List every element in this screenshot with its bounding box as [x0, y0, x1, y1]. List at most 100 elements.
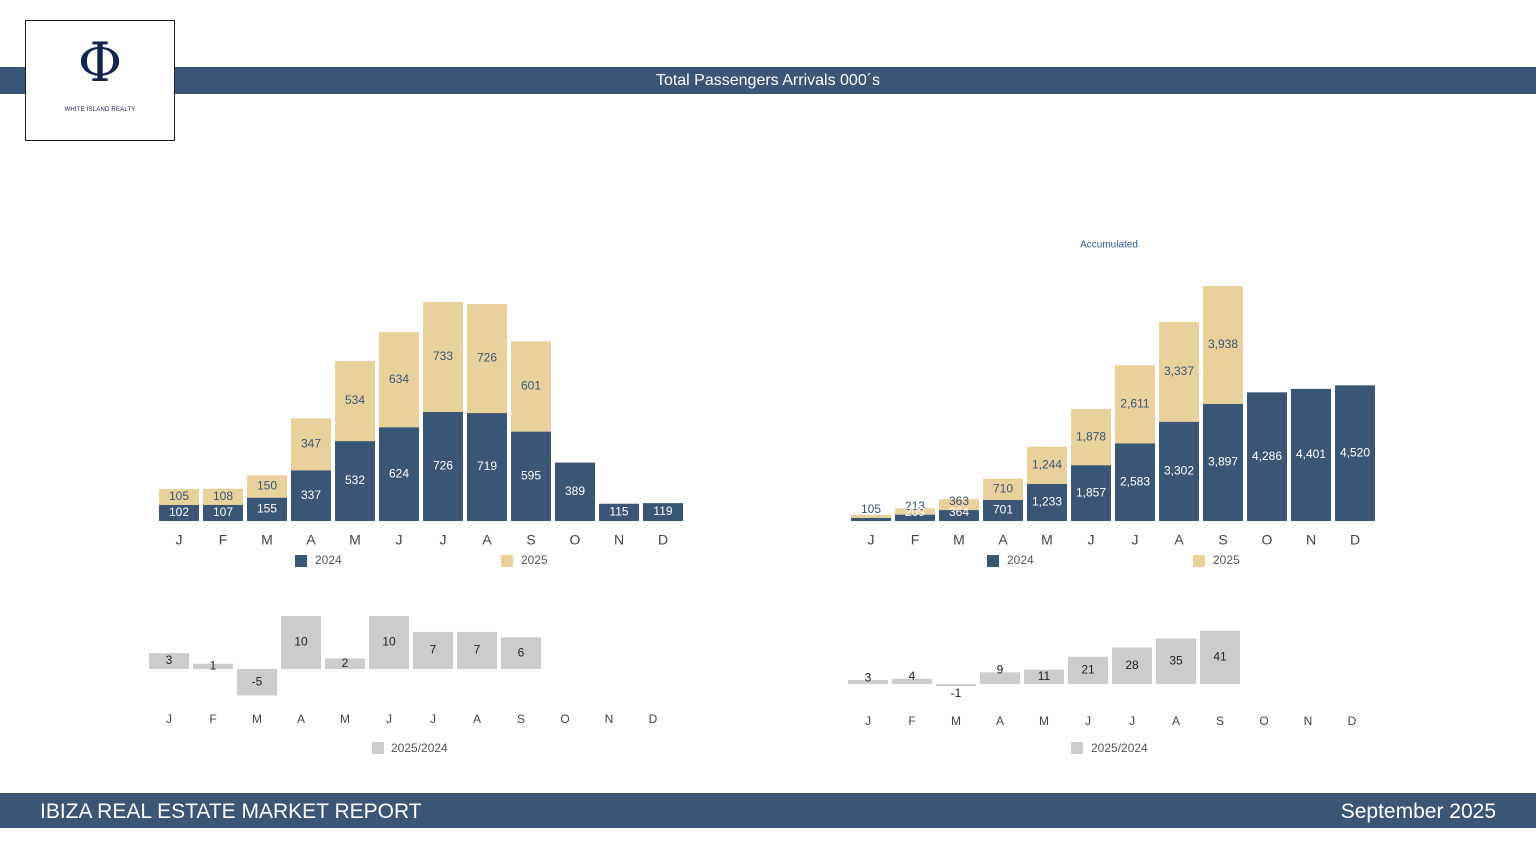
- x-tick-label: A: [297, 712, 305, 726]
- x-tick-label: J: [166, 712, 172, 726]
- chart-title-accumulated: Accumulated: [1080, 240, 1138, 251]
- bar-label-2025: 634: [389, 372, 409, 386]
- change-bar: [892, 678, 932, 684]
- bar-label-2024: 3,897: [1208, 455, 1238, 469]
- x-tick-label: D: [658, 532, 668, 548]
- bar-label-2025: 2,611: [1120, 397, 1149, 411]
- change-bar-label: 11: [1038, 669, 1051, 683]
- bar-label-2024: 719: [477, 459, 497, 473]
- bar-2024: [939, 510, 979, 521]
- change-bar-label: 3: [865, 670, 872, 684]
- change-bar: [457, 631, 497, 669]
- x-tick-label: S: [1216, 714, 1224, 728]
- legend-swatch-change: [372, 742, 384, 754]
- x-tick-label: S: [517, 712, 525, 726]
- bar-2024: [1115, 443, 1155, 521]
- x-tick-label: M: [951, 714, 961, 728]
- bar-2024: [1027, 483, 1067, 521]
- legend-label-2024: 2024: [1007, 553, 1034, 567]
- bar-label-2025: 105: [169, 489, 189, 503]
- change-bar-label: 4: [909, 669, 916, 683]
- x-tick-label: A: [1172, 714, 1180, 728]
- change-bar: [501, 637, 541, 669]
- bar-2024: [1247, 392, 1287, 521]
- change-bar: [149, 653, 189, 669]
- legend-swatch-2024: [987, 555, 999, 567]
- bar-label-2024: 102: [169, 505, 189, 519]
- bar-label-2025: 105: [861, 502, 881, 516]
- legend-swatch-change: [1071, 742, 1083, 754]
- bar-label-2024: 624: [389, 466, 409, 480]
- x-tick-label: M: [261, 532, 273, 548]
- x-tick-label: A: [473, 712, 481, 726]
- change-bar-label: 7: [430, 643, 437, 657]
- x-tick-label: J: [1088, 532, 1095, 548]
- x-tick-label: O: [560, 712, 569, 726]
- bar-label-2025: 108: [213, 489, 233, 503]
- bar-2025: [851, 514, 891, 518]
- bar-label-2024: 726: [433, 459, 453, 473]
- bar-label-2024: 364: [949, 505, 969, 519]
- bar-2024: [1159, 421, 1199, 521]
- x-tick-label: O: [570, 532, 581, 548]
- header-bar: Total Passengers Arrivals 000´s: [0, 67, 1536, 94]
- change-bar-label: -5: [252, 674, 263, 688]
- bar-2025: [203, 488, 243, 505]
- x-tick-label: M: [953, 532, 965, 548]
- bar-2024: [291, 470, 331, 521]
- bar-label-2024: 337: [301, 488, 321, 502]
- bar-label-2025: 3,337: [1164, 364, 1194, 378]
- x-tick-label: N: [1304, 714, 1313, 728]
- x-tick-label: D: [649, 712, 658, 726]
- change-bar-label: 41: [1213, 650, 1227, 664]
- bar-2024: [511, 431, 551, 521]
- bar-label-2024: 1,233: [1032, 495, 1062, 509]
- bar-2024: [159, 505, 199, 521]
- legend-label-change: 2025/2024: [1091, 741, 1148, 755]
- legend-swatch-2024: [295, 555, 307, 567]
- bar-2025: [159, 489, 199, 505]
- change-bar-label: 21: [1081, 663, 1095, 677]
- change-bar-label: 7: [474, 643, 481, 657]
- bar-2025: [1027, 446, 1067, 484]
- change-bar-label: -1: [951, 686, 962, 700]
- change-bar-label: 28: [1125, 658, 1139, 672]
- bar-label-2025: 534: [345, 393, 365, 407]
- company-logo: Φ WHITE ISLAND REALTY: [25, 20, 175, 141]
- change-bar: [369, 616, 409, 669]
- bar-label-2024: 115: [609, 505, 628, 519]
- x-tick-label: M: [1041, 532, 1053, 548]
- bar-2025: [467, 304, 507, 414]
- x-tick-label: M: [340, 712, 350, 726]
- bar-label-2024: 107: [213, 505, 233, 519]
- bar-label-2024: 155: [257, 502, 277, 516]
- bar-2025: [1071, 408, 1111, 466]
- x-tick-label: F: [911, 532, 920, 548]
- footer-bar: IBIZA REAL ESTATE MARKET REPORT Septembe…: [0, 793, 1536, 828]
- legend-label-change: 2025/2024: [391, 741, 448, 755]
- change-bar: [1068, 656, 1108, 684]
- change-bar: [1024, 669, 1064, 684]
- bar-2024: [203, 504, 243, 521]
- bar-2024: [1291, 388, 1331, 521]
- bar-2024: [1203, 404, 1243, 521]
- report-date: September 2025: [1340, 800, 1496, 823]
- bar-label-2025: 726: [477, 351, 497, 365]
- change-bar: [1156, 638, 1196, 684]
- x-tick-label: N: [605, 712, 614, 726]
- bar-2025: [983, 478, 1023, 500]
- x-tick-label: J: [865, 714, 871, 728]
- bar-label-2024: 4,520: [1340, 445, 1370, 459]
- x-tick-label: A: [482, 532, 492, 548]
- bar-label-2025: 1,244: [1032, 458, 1062, 472]
- bar-label-2024: 2,583: [1120, 474, 1150, 488]
- bar-label-2024: 532: [345, 473, 365, 487]
- bar-2024: [247, 497, 287, 521]
- x-tick-label: S: [526, 532, 535, 548]
- change-bar-label: 35: [1169, 653, 1183, 667]
- x-tick-label: J: [1129, 714, 1135, 728]
- x-tick-label: J: [176, 532, 183, 548]
- bar-2024: [1071, 465, 1111, 521]
- bar-label-2025: 601: [521, 379, 541, 393]
- x-tick-label: J: [430, 712, 436, 726]
